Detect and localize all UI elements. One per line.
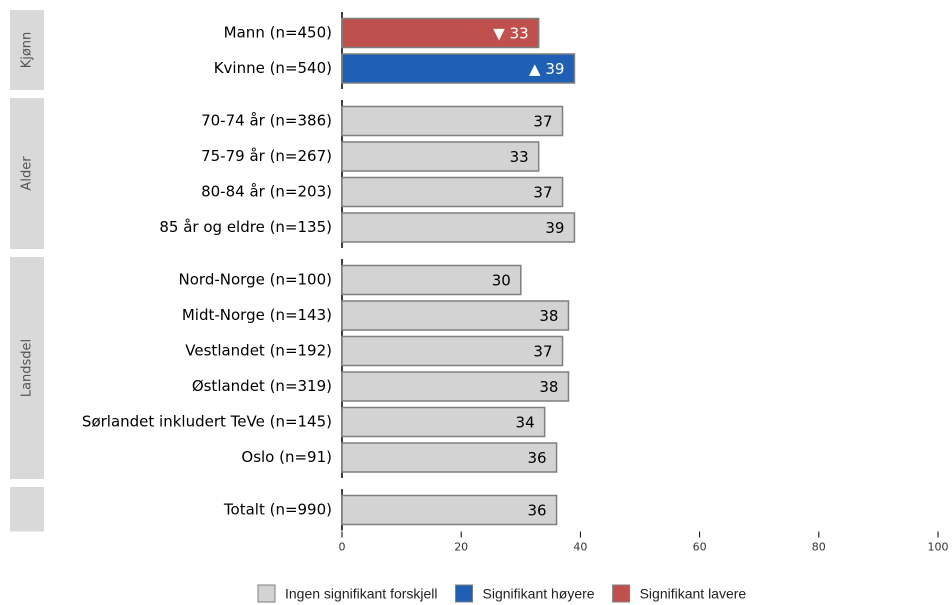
group-label: Landsdel (20, 339, 35, 397)
value-label: 34 (516, 414, 535, 432)
bar (341, 494, 558, 526)
value-label: 38 (539, 378, 558, 396)
category-label: Midt-Norge (n=143) (182, 306, 332, 324)
value-label: 36 (527, 449, 546, 467)
bar (341, 335, 564, 367)
x-tick-label: 60 (693, 541, 707, 554)
bar (341, 176, 564, 208)
value-label: 38 (539, 307, 558, 325)
category-label: Oslo (n=91) (241, 448, 332, 466)
x-tick-label: 80 (812, 541, 826, 554)
bar (341, 371, 570, 402)
group-label: Kjønn (20, 32, 35, 69)
category-label: 75-79 år (n=267) (201, 147, 332, 165)
bar (341, 406, 546, 438)
legend-label: Signifikant lavere (640, 586, 747, 602)
bar (341, 141, 540, 172)
category-label: Nord-Norge (n=100) (179, 271, 332, 289)
value-label: ▲ 39 (529, 60, 564, 78)
value-label: 36 (527, 502, 546, 520)
category-label: Kvinne (n=540) (214, 59, 332, 77)
category-label: Mann (n=450) (224, 24, 332, 42)
legend-swatch (257, 584, 276, 603)
group-box (10, 10, 44, 90)
value-label: 39 (545, 219, 564, 237)
x-tick-label: 20 (454, 541, 468, 554)
legend-label: Ingen signifikant forskjell (285, 586, 438, 602)
category-label: Totalt (n=990) (223, 501, 332, 519)
value-label: 33 (510, 148, 529, 166)
bar (341, 300, 570, 331)
bar (341, 264, 522, 296)
x-tick-label: 100 (928, 541, 949, 554)
group-box (10, 487, 44, 532)
value-label: ▼ 33 (493, 25, 528, 43)
value-label: 37 (533, 184, 552, 202)
category-label: 70-74 år (n=386) (201, 112, 332, 130)
legend-label: Signifikant høyere (483, 586, 595, 602)
legend-swatch (455, 584, 474, 603)
legend-swatch (612, 584, 631, 603)
x-tick-label: 40 (573, 541, 587, 554)
category-label: 85 år og eldre (n=135) (159, 218, 332, 236)
bar (341, 17, 540, 49)
category-label: 80-84 år (n=203) (201, 183, 332, 201)
group-label: Alder (20, 156, 35, 191)
bar (341, 105, 564, 137)
category-label: Sørlandet inkludert TeVe (n=145) (82, 413, 332, 431)
value-label: 30 (492, 272, 511, 290)
value-label: 37 (533, 343, 552, 361)
group-box (10, 257, 44, 479)
value-label: 37 (533, 113, 552, 131)
bar (341, 442, 558, 473)
bar (341, 212, 576, 243)
category-label: Østlandet (n=319) (192, 377, 332, 395)
category-label: Vestlandet (n=192) (185, 342, 332, 360)
x-tick-label: 0 (339, 541, 346, 554)
bar (341, 53, 576, 84)
group-box (10, 98, 44, 249)
